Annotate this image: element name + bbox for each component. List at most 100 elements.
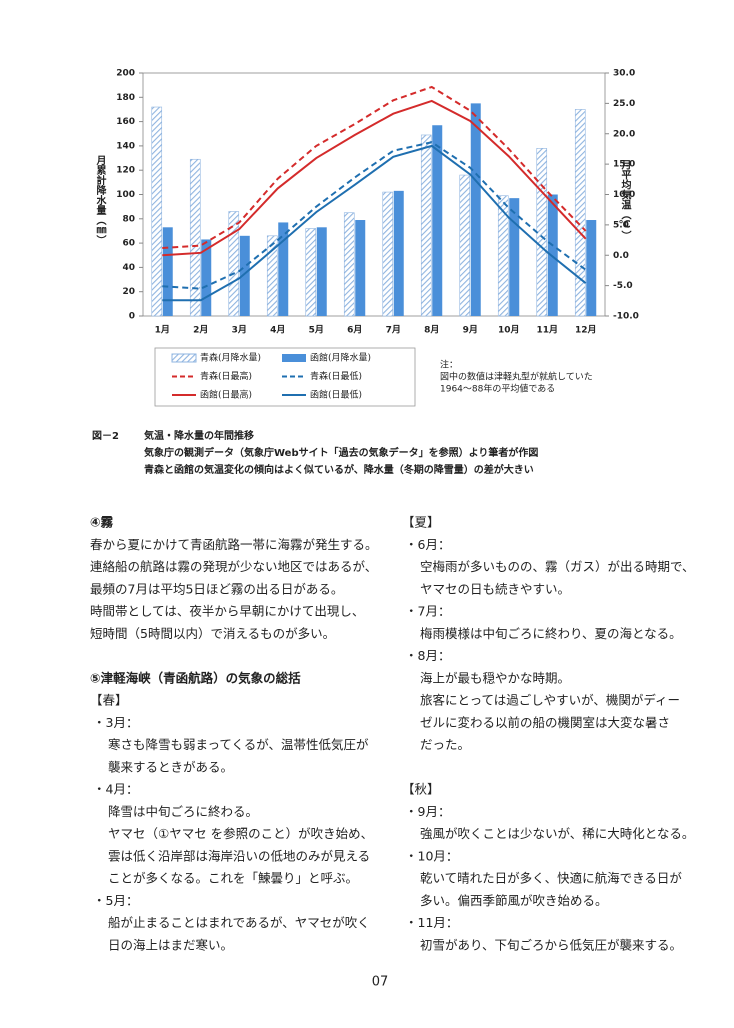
bar (316, 227, 327, 316)
legend-swatch (171, 353, 197, 363)
section-heading: ④霧 (90, 515, 114, 530)
legend-swatch (282, 354, 306, 362)
paragraph-line: 最頻の7月は平均5日ほど霧の出る日がある。 (90, 581, 343, 596)
x-tick-label: 12月 (575, 325, 597, 336)
line (162, 85, 587, 249)
paragraph-line: 短時間（5時間以内）で消えるものが多い。 (90, 626, 335, 641)
month-text: 空梅雨が多いものの、霧（ガス）が出る時期で、 (420, 559, 695, 574)
bar (459, 174, 471, 317)
bar (278, 222, 289, 316)
month-label: ・6月： (405, 537, 450, 552)
y2-tick-label: 30.0 (613, 69, 635, 79)
page-number: 07 (372, 975, 389, 990)
x-tick-label: 8月 (424, 325, 439, 336)
bar (355, 220, 366, 316)
bar (586, 220, 597, 316)
month-label: ・5月： (93, 893, 138, 908)
month-label: ・10月： (405, 848, 458, 863)
legend-label: 青森(日最高) (200, 370, 252, 382)
month-text: 初雪があり、下旬ごろから低気圧が襲来する。 (420, 937, 682, 952)
x-tick-label: 10月 (498, 325, 520, 336)
bar (393, 190, 404, 316)
caption-line: 気象庁の観測データ（気象庁Webサイト「過去の気象データ」を参照）より筆者が作図 (143, 446, 538, 459)
y-tick-label: 100 (116, 190, 135, 200)
month-text: 船が止まることはまれであるが、ヤマセが吹く (108, 915, 370, 930)
bar (266, 235, 278, 317)
x-tick-label: 4月 (270, 325, 285, 336)
month-text: 旅客にとっては過ごしやすいが、機関がディー (420, 693, 680, 708)
bar (497, 195, 509, 317)
bar (547, 194, 558, 316)
bar (201, 239, 212, 316)
bar (574, 109, 586, 317)
month-text: ヤマセの日も続きやすい。 (420, 581, 570, 596)
paragraph-line: 連絡船の航路は霧の発現が少ない地区ではあるが、 (90, 559, 377, 574)
bar (162, 227, 173, 316)
month-text: 雲は低く沿岸部は海岸沿いの低地のみが見える (108, 848, 370, 863)
bar (432, 125, 443, 317)
legend-label: 函館(日最高) (200, 389, 252, 401)
month-label: ・8月： (405, 648, 450, 663)
y-tick-label: 180 (116, 93, 135, 103)
plot-frame (142, 72, 606, 317)
month-text: だった。 (420, 737, 470, 752)
season-heading: 【夏】 (402, 515, 440, 530)
month-text: 多い。偏西季節風が吹き始める。 (420, 893, 608, 908)
month-label: ・7月： (405, 604, 450, 619)
y-axis-label: 月累計降水量（㎜） (94, 155, 107, 245)
y-tick-label: 200 (116, 69, 135, 79)
month-text: 日の海上はまだ寒い。 (108, 937, 233, 952)
x-tick-label: 3月 (232, 325, 247, 336)
bar (239, 235, 250, 316)
bar (228, 211, 240, 317)
caption-line: 青森と函館の気温変化の傾向はよく似ているが、降水量（冬期の降雪量）の差が大きい (144, 463, 534, 476)
month-text: 梅雨模様は中旬ごろに終わり、夏の海となる。 (420, 626, 682, 641)
line (162, 144, 587, 302)
bar (509, 198, 520, 316)
y-tick-label: 0 (129, 312, 135, 322)
x-tick-label: 7月 (386, 325, 401, 336)
bar (470, 103, 481, 316)
y-tick-label: 60 (122, 239, 135, 249)
legend-label: 函館(日最低) (310, 389, 362, 401)
chart-note: 図中の数値は津軽丸型が就航していた (440, 371, 593, 383)
month-label: ・4月： (93, 782, 138, 797)
y-tick-label: 160 (116, 117, 135, 127)
y2-axis-label: 月平均気温（℃） (618, 159, 632, 240)
x-tick-label: 6月 (347, 325, 362, 336)
chart-note: 注： (440, 359, 458, 371)
caption-label: 図－2 (92, 430, 119, 442)
chart-note: 1964～88年の平均値である (440, 383, 555, 395)
line (162, 141, 587, 290)
legend-label: 函館(月降水量) (310, 352, 371, 364)
y-tick-label: 80 (122, 214, 135, 224)
month-text: 襲来するときがある。 (108, 759, 233, 774)
bar (305, 228, 317, 317)
legend-box (154, 347, 416, 407)
month-text: ことが多くなる。これを「鰊曇り」と呼ぶ。 (108, 871, 358, 886)
bar (382, 191, 394, 317)
y2-tick-label: 20.0 (613, 129, 635, 139)
season-heading: 【秋】 (402, 782, 440, 797)
y-tick-label: 40 (122, 263, 135, 273)
month-text: ゼルに変わる以前の船の機関室は大変な暑さ (420, 715, 670, 730)
x-tick-label: 9月 (463, 325, 478, 336)
month-label: ・9月： (405, 804, 450, 819)
month-text: 乾いて晴れた日が多く、快適に航海できる日が (420, 871, 682, 886)
x-tick-label: 5月 (309, 325, 324, 336)
legend-label: 青森(月降水量) (200, 352, 261, 364)
month-label: ・11月： (405, 915, 458, 930)
section-heading: ⑤津軽海峡（青函航路）の気象の総括 (90, 670, 301, 685)
legend-label: 青森(日最低) (310, 370, 362, 382)
month-text: 降雪は中旬ごろに終わる。 (108, 804, 258, 819)
y2-tick-label: -5.0 (613, 281, 633, 291)
month-text: 海上が最も穏やかな時期。 (420, 670, 570, 685)
y-tick-label: 140 (116, 141, 135, 151)
x-tick-label: 2月 (193, 325, 208, 336)
y2-tick-label: -10.0 (613, 312, 639, 322)
bar (420, 134, 432, 317)
month-label: ・3月： (93, 715, 138, 730)
bar (343, 212, 355, 317)
